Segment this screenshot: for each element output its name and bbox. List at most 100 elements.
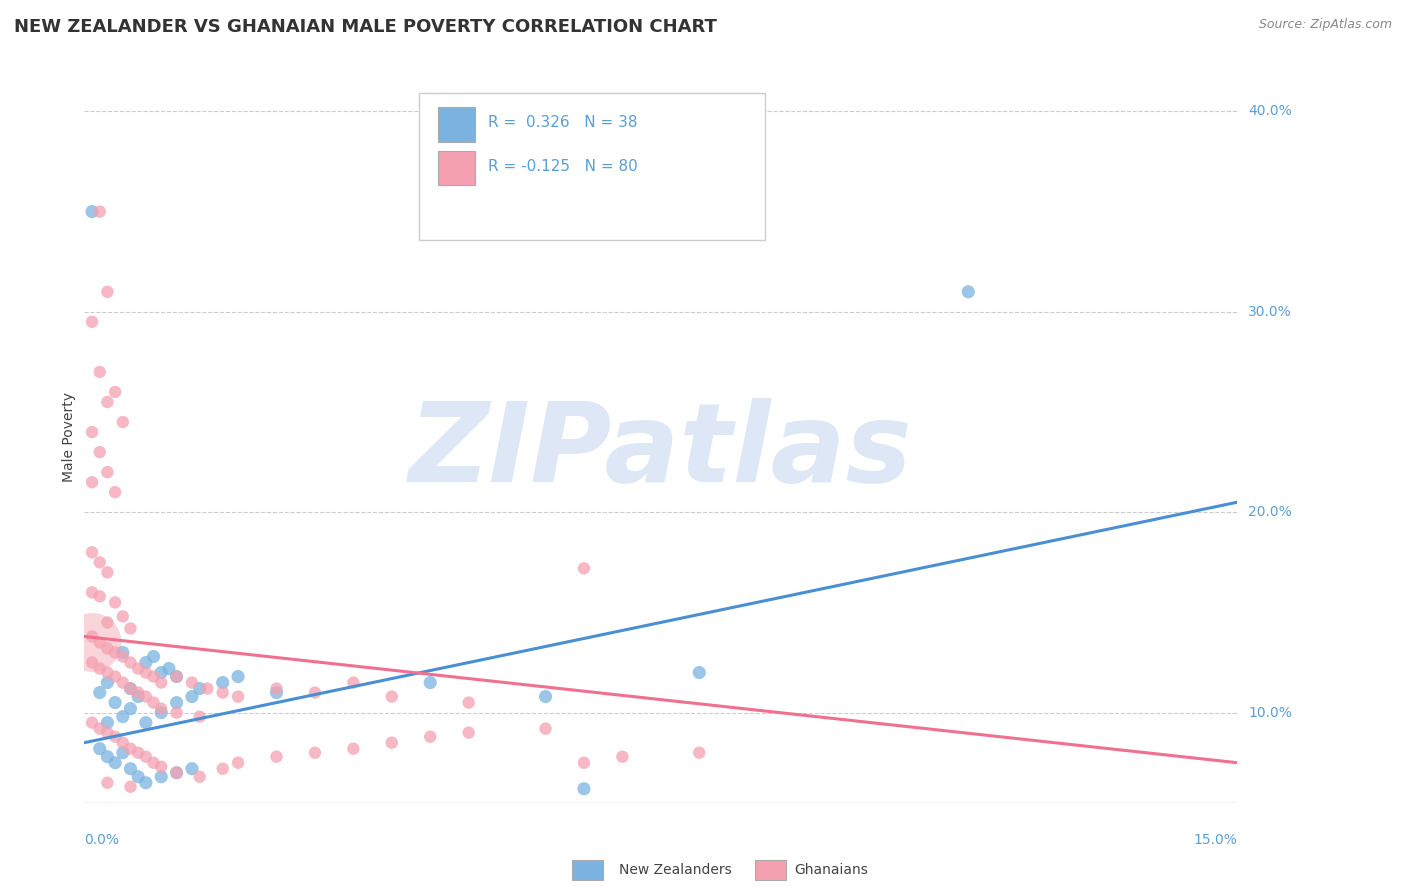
- Point: [166, 706, 188, 720]
- Point: [419, 730, 441, 744]
- Point: [135, 656, 157, 670]
- Point: [89, 741, 111, 756]
- Point: [150, 675, 173, 690]
- Point: [80, 475, 103, 490]
- Point: [104, 646, 127, 660]
- Point: [166, 765, 188, 780]
- Point: [181, 690, 204, 704]
- Point: [304, 685, 326, 699]
- Point: [188, 681, 211, 696]
- Point: [157, 661, 180, 675]
- Point: [188, 709, 211, 723]
- Point: [111, 609, 134, 624]
- Point: [89, 445, 111, 459]
- Point: [572, 756, 595, 770]
- Point: [104, 384, 127, 399]
- Point: [96, 465, 118, 479]
- Point: [89, 590, 111, 604]
- Point: [96, 641, 118, 656]
- Point: [135, 665, 157, 680]
- Point: [89, 635, 111, 649]
- Point: [80, 715, 103, 730]
- Point: [96, 285, 118, 299]
- Point: [150, 770, 173, 784]
- Point: [304, 746, 326, 760]
- Text: 15.0%: 15.0%: [1194, 833, 1237, 847]
- Point: [135, 715, 157, 730]
- Point: [572, 781, 595, 796]
- Point: [266, 685, 288, 699]
- Point: [342, 675, 364, 690]
- Point: [150, 701, 173, 715]
- Point: [89, 722, 111, 736]
- Point: [534, 722, 557, 736]
- Text: NEW ZEALANDER VS GHANAIAN MALE POVERTY CORRELATION CHART: NEW ZEALANDER VS GHANAIAN MALE POVERTY C…: [14, 18, 717, 36]
- Point: [80, 585, 103, 599]
- Point: [957, 285, 980, 299]
- Point: [226, 690, 249, 704]
- Point: [120, 780, 142, 794]
- Text: R = -0.125   N = 80: R = -0.125 N = 80: [488, 159, 638, 174]
- Point: [104, 669, 127, 683]
- Y-axis label: Male Poverty: Male Poverty: [62, 392, 76, 482]
- Point: [419, 675, 441, 690]
- Point: [127, 746, 149, 760]
- Point: [104, 595, 127, 609]
- Point: [104, 730, 127, 744]
- Point: [457, 696, 479, 710]
- Point: [166, 696, 188, 710]
- Point: [150, 665, 173, 680]
- Point: [111, 646, 134, 660]
- Point: [211, 685, 233, 699]
- Point: [111, 709, 134, 723]
- Text: Source: ZipAtlas.com: Source: ZipAtlas.com: [1258, 18, 1392, 31]
- Point: [89, 365, 111, 379]
- Point: [111, 675, 134, 690]
- Point: [612, 749, 634, 764]
- Point: [111, 649, 134, 664]
- Point: [104, 756, 127, 770]
- Point: [89, 204, 111, 219]
- Point: [688, 665, 710, 680]
- Point: [96, 725, 118, 739]
- Point: [127, 770, 149, 784]
- Point: [166, 765, 188, 780]
- FancyBboxPatch shape: [439, 151, 475, 186]
- Point: [104, 485, 127, 500]
- Point: [120, 681, 142, 696]
- Point: [150, 706, 173, 720]
- Text: 30.0%: 30.0%: [1249, 305, 1292, 318]
- Text: 10.0%: 10.0%: [1249, 706, 1292, 720]
- Point: [195, 681, 218, 696]
- Point: [89, 555, 111, 569]
- Point: [96, 395, 118, 409]
- Point: [127, 685, 149, 699]
- Point: [181, 762, 204, 776]
- Point: [135, 749, 157, 764]
- Point: [111, 736, 134, 750]
- Point: [381, 736, 404, 750]
- Point: [111, 746, 134, 760]
- Point: [211, 762, 233, 776]
- Point: [120, 656, 142, 670]
- Point: [96, 715, 118, 730]
- Point: [120, 681, 142, 696]
- Point: [142, 696, 165, 710]
- Point: [80, 635, 103, 649]
- Point: [96, 665, 118, 680]
- Point: [166, 669, 188, 683]
- Point: [96, 566, 118, 580]
- Point: [80, 204, 103, 219]
- Point: [96, 776, 118, 790]
- Point: [266, 749, 288, 764]
- Point: [166, 669, 188, 683]
- FancyBboxPatch shape: [419, 94, 765, 240]
- Text: 40.0%: 40.0%: [1249, 104, 1292, 119]
- Point: [120, 622, 142, 636]
- Point: [211, 675, 233, 690]
- Text: ZIPatlas: ZIPatlas: [409, 398, 912, 505]
- Point: [457, 725, 479, 739]
- Point: [572, 561, 595, 575]
- Point: [96, 749, 118, 764]
- Point: [96, 615, 118, 630]
